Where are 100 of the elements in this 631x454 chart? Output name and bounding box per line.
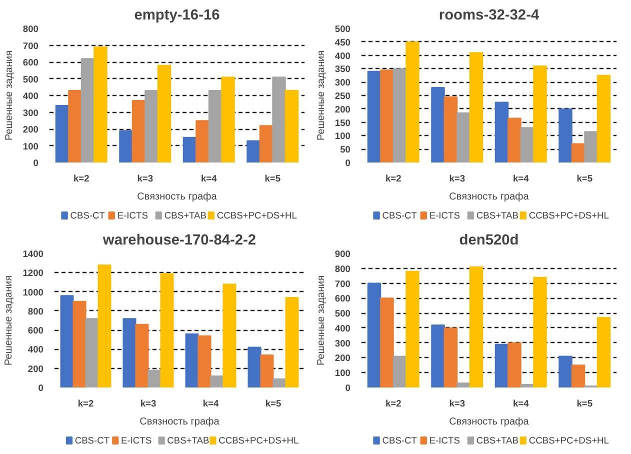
y-tick-label: 800 — [334, 264, 351, 274]
legend-label: CBS+TAB — [167, 436, 210, 446]
bar — [456, 382, 470, 388]
legend-label: CCBS+PC+DS+HL — [528, 210, 609, 220]
y-tick-label: 300 — [22, 108, 39, 118]
bar — [508, 342, 522, 388]
bar — [196, 120, 210, 162]
y-tick-label: 1200 — [22, 268, 44, 278]
y-axis-title: Решенные задания — [4, 50, 15, 141]
legend-label: E-ICTS — [121, 436, 152, 446]
bar — [210, 376, 224, 388]
bar — [392, 356, 407, 388]
bar — [380, 70, 394, 162]
y-tick-label: 700 — [334, 278, 351, 289]
x-tick-label: k=3 — [140, 398, 156, 408]
bar — [444, 327, 458, 388]
bar — [444, 96, 458, 162]
y-tick-label: 500 — [334, 24, 351, 34]
bar — [132, 100, 146, 162]
y-axis-title: Решенные задания — [4, 275, 15, 366]
x-tick-label: k=4 — [200, 174, 218, 184]
chart-title: den520d — [459, 232, 519, 248]
y-tick-label: 300 — [334, 338, 351, 348]
x-tick-label: k=2 — [385, 398, 402, 408]
y-tick-label: 600 — [22, 58, 39, 68]
bar — [248, 346, 262, 388]
bar — [80, 58, 95, 162]
y-tick-label: 600 — [334, 294, 351, 304]
y-tick-label: 50 — [340, 144, 351, 155]
legend-label: E-ICTS — [429, 436, 460, 446]
bar — [160, 273, 174, 388]
bar — [494, 344, 509, 388]
y-axis-title: Решенные задания — [316, 275, 327, 366]
bar — [135, 324, 149, 388]
bar — [380, 298, 394, 388]
bar — [469, 266, 484, 388]
bar — [119, 130, 133, 162]
y-tick-label: 0 — [38, 383, 44, 393]
x-axis-title: Связность графа — [137, 192, 218, 202]
legend-label: CBS+TAB — [164, 210, 206, 220]
y-tick-label: 200 — [22, 124, 39, 134]
bar — [68, 90, 82, 162]
bar — [122, 318, 136, 388]
chart-title: rooms-32-32-4 — [438, 8, 540, 24]
y-tick-label: 200 — [334, 353, 351, 364]
bar — [198, 335, 212, 388]
x-tick-label: k=4 — [512, 398, 530, 408]
y-axis-title: Решенные задания — [316, 50, 327, 141]
bar — [494, 102, 509, 162]
bar — [558, 356, 572, 388]
bar — [456, 112, 470, 162]
x-axis-title: Связность графа — [449, 416, 530, 428]
y-tick-label: 900 — [334, 249, 351, 259]
y-tick-label: 0 — [345, 158, 351, 168]
bar — [208, 90, 222, 162]
x-tick-label: k=4 — [202, 398, 220, 408]
y-tick-label: 450 — [334, 37, 351, 48]
legend-label: CCBS+PC+DS+HL — [528, 436, 609, 446]
y-tick-label: 0 — [345, 383, 351, 393]
x-tick-label: k=5 — [576, 174, 593, 184]
legend-label: CBS-CT — [70, 210, 106, 220]
legend-label: CBS-CT — [382, 436, 418, 446]
bar — [571, 364, 586, 388]
bar — [221, 76, 235, 162]
bar — [272, 76, 286, 162]
bar — [148, 370, 162, 388]
y-tick-label: 250 — [334, 91, 351, 101]
bar — [520, 384, 534, 388]
y-tick-label: 350 — [334, 64, 351, 74]
bar — [85, 318, 99, 388]
y-tick-label: 800 — [22, 24, 39, 34]
chart-title: warehouse-170-84-2-2 — [102, 232, 256, 248]
y-tick-label: 200 — [28, 364, 44, 374]
legend-label: CBS+TAB — [476, 210, 518, 220]
y-tick-label: 100 — [334, 368, 351, 378]
y-tick-label: 0 — [33, 158, 39, 168]
y-tick-label: 400 — [334, 50, 351, 61]
bar — [367, 282, 382, 388]
bar — [431, 324, 445, 388]
bar — [469, 52, 484, 162]
x-tick-label: k=5 — [576, 398, 593, 408]
x-tick-label: k=3 — [449, 174, 466, 184]
bar — [558, 108, 572, 162]
y-tick-label: 1400 — [22, 249, 44, 259]
bar — [94, 46, 108, 162]
bar — [157, 64, 172, 162]
bar — [431, 86, 445, 162]
x-tick-label: k=2 — [73, 174, 90, 184]
bar — [55, 105, 70, 162]
bar — [260, 354, 274, 388]
y-tick-label: 500 — [22, 74, 39, 84]
x-tick-label: k=3 — [449, 398, 466, 408]
bar — [392, 68, 407, 162]
bar — [222, 284, 236, 388]
bar — [406, 41, 420, 162]
bar — [406, 270, 420, 388]
y-tick-label: 200 — [334, 104, 351, 114]
bar — [272, 378, 286, 388]
bar — [284, 90, 299, 162]
bar — [72, 300, 86, 388]
